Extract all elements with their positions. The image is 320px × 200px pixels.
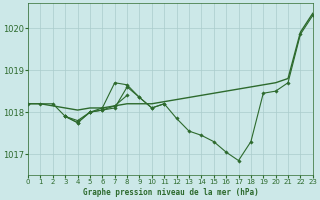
X-axis label: Graphe pression niveau de la mer (hPa): Graphe pression niveau de la mer (hPa): [83, 188, 258, 197]
